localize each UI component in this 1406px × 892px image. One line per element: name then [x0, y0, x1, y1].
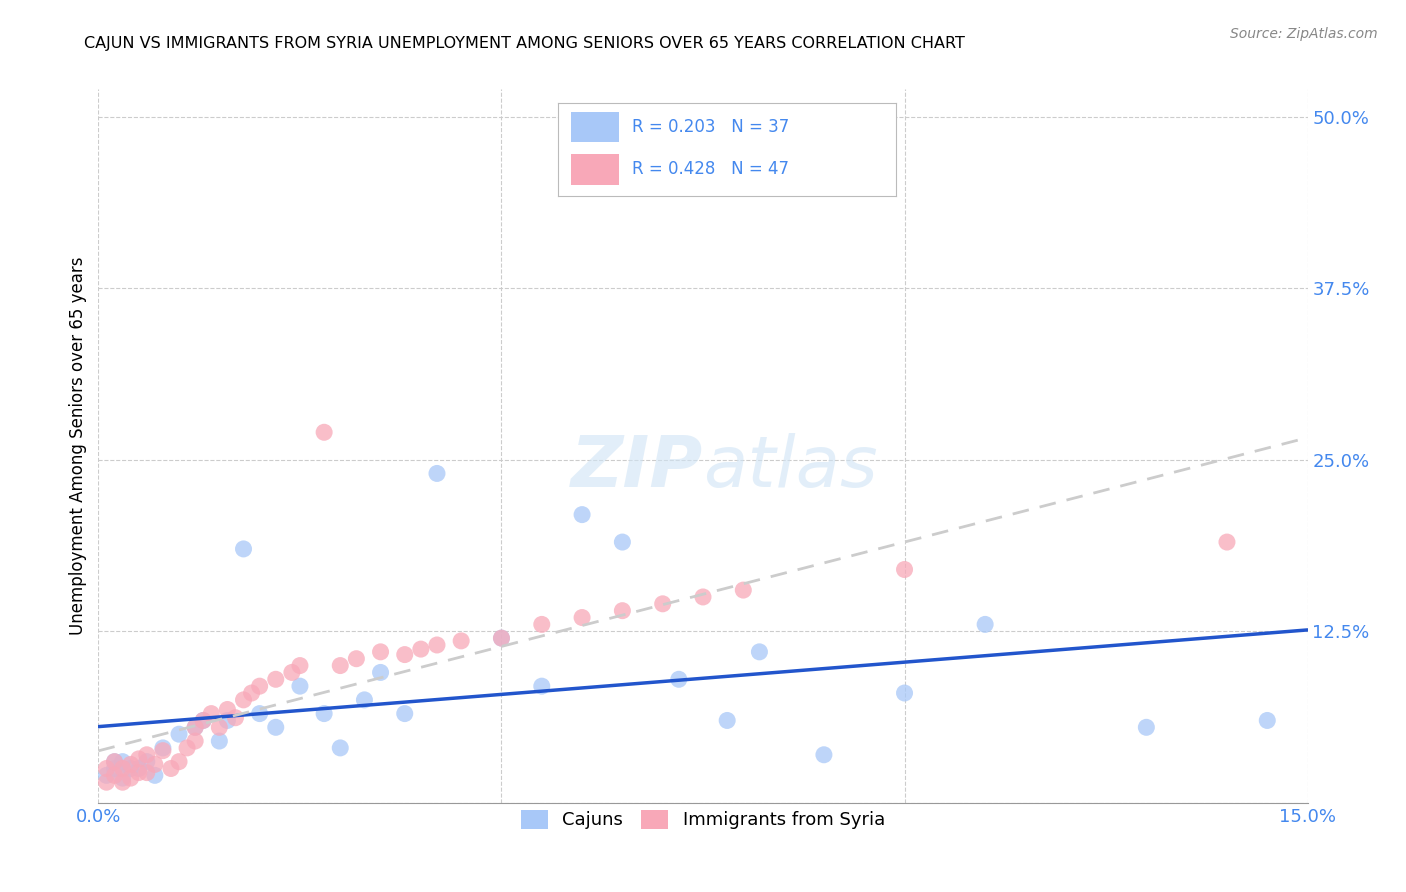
Point — [530, 617, 553, 632]
Point — [314, 706, 336, 721]
Point — [353, 693, 375, 707]
Point — [111, 762, 134, 776]
Point — [288, 679, 311, 693]
Point — [692, 590, 714, 604]
Point — [491, 631, 513, 645]
Point — [184, 720, 207, 734]
Point — [135, 765, 157, 780]
Point — [167, 727, 190, 741]
Point — [208, 720, 231, 734]
Point — [111, 771, 134, 785]
Point — [651, 597, 673, 611]
Point — [184, 720, 207, 734]
Point — [193, 714, 215, 728]
Point — [813, 747, 835, 762]
Point — [152, 740, 174, 755]
Point — [394, 706, 416, 721]
Point — [249, 679, 271, 693]
Point — [176, 740, 198, 755]
Point — [143, 757, 166, 772]
Point — [193, 714, 215, 728]
Point — [612, 535, 634, 549]
Point — [160, 762, 183, 776]
Point — [450, 633, 472, 648]
Point — [167, 755, 190, 769]
Point — [370, 645, 392, 659]
Point — [217, 714, 239, 728]
Point — [128, 762, 150, 776]
Point — [208, 734, 231, 748]
Point — [128, 765, 150, 780]
Point — [1216, 535, 1239, 549]
Point — [103, 768, 125, 782]
Point — [571, 508, 593, 522]
Point — [96, 775, 118, 789]
Point — [733, 583, 755, 598]
Point — [135, 755, 157, 769]
Point — [152, 744, 174, 758]
Point — [426, 638, 449, 652]
Point — [96, 762, 118, 776]
Point — [103, 755, 125, 769]
Point — [329, 658, 352, 673]
Point — [1256, 714, 1278, 728]
Point — [426, 467, 449, 481]
Point — [344, 651, 367, 665]
Point — [120, 762, 142, 776]
Point — [530, 679, 553, 693]
Point — [281, 665, 304, 680]
Point — [120, 757, 142, 772]
Point — [264, 720, 287, 734]
Text: CAJUN VS IMMIGRANTS FROM SYRIA UNEMPLOYMENT AMONG SENIORS OVER 65 YEARS CORRELAT: CAJUN VS IMMIGRANTS FROM SYRIA UNEMPLOYM… — [84, 36, 966, 51]
Point — [135, 747, 157, 762]
Point — [128, 752, 150, 766]
Point — [96, 768, 118, 782]
Point — [1135, 720, 1157, 734]
Text: Source: ZipAtlas.com: Source: ZipAtlas.com — [1230, 27, 1378, 41]
Point — [288, 658, 311, 673]
Point — [103, 755, 125, 769]
Point — [240, 686, 263, 700]
Point — [200, 706, 222, 721]
Point — [394, 648, 416, 662]
Point — [716, 714, 738, 728]
Point — [224, 711, 246, 725]
Point — [120, 771, 142, 785]
Point — [111, 755, 134, 769]
Point — [143, 768, 166, 782]
Point — [748, 645, 770, 659]
Point — [314, 425, 336, 440]
Point — [111, 775, 134, 789]
Point — [103, 762, 125, 776]
Point — [409, 642, 432, 657]
Point — [491, 631, 513, 645]
Point — [184, 734, 207, 748]
Point — [329, 740, 352, 755]
Point — [893, 562, 915, 576]
Y-axis label: Unemployment Among Seniors over 65 years: Unemployment Among Seniors over 65 years — [69, 257, 87, 635]
Point — [668, 673, 690, 687]
Point — [893, 686, 915, 700]
Point — [370, 665, 392, 680]
Point — [612, 604, 634, 618]
Point — [974, 617, 997, 632]
Text: atlas: atlas — [703, 433, 877, 502]
Point — [217, 702, 239, 716]
Point — [249, 706, 271, 721]
Point — [232, 541, 254, 556]
Legend: Cajuns, Immigrants from Syria: Cajuns, Immigrants from Syria — [513, 803, 893, 837]
Point — [571, 610, 593, 624]
Point — [232, 693, 254, 707]
Point — [264, 673, 287, 687]
Text: ZIP: ZIP — [571, 433, 703, 502]
